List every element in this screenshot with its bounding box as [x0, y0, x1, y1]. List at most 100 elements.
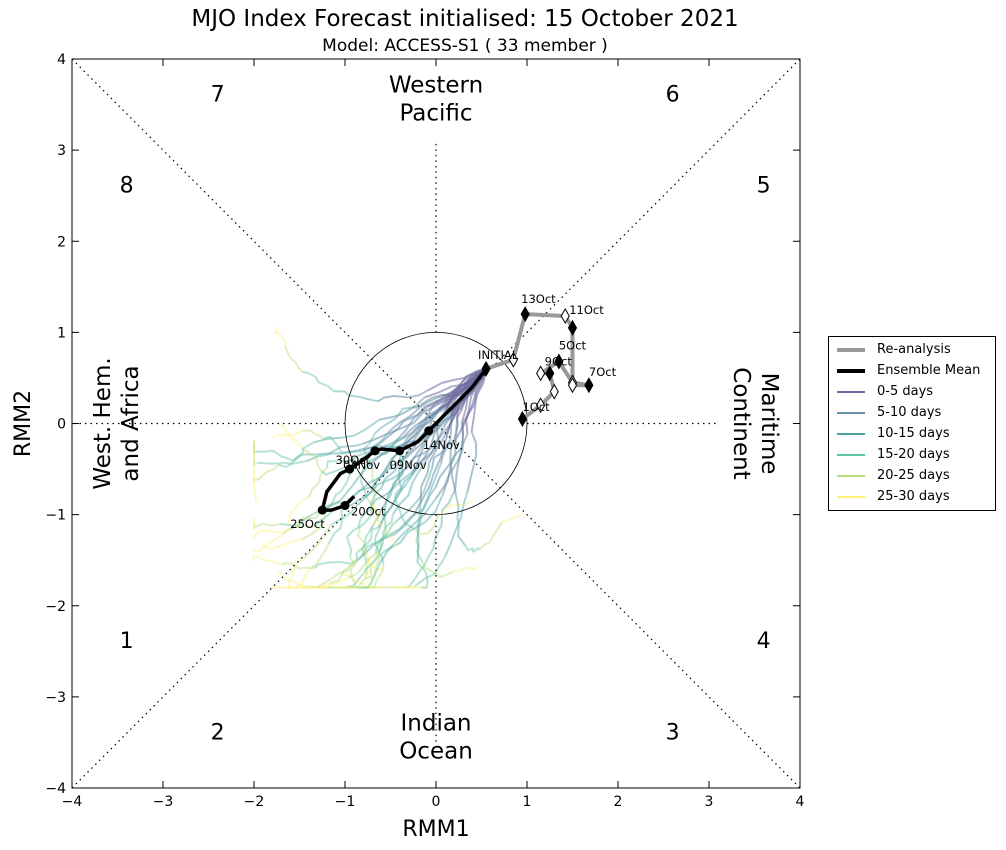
ensemble-member-line — [253, 522, 281, 529]
ensemble-member-line — [358, 514, 415, 561]
ensemble-member-line — [379, 396, 426, 421]
ensemble-member-line — [323, 436, 343, 454]
ensemble-member-line — [440, 417, 460, 464]
reanalysis-marker — [545, 365, 555, 382]
ensemble-member-line — [341, 445, 397, 454]
region-label-line: Pacific — [399, 101, 472, 127]
ensemble-member-line — [272, 429, 303, 439]
x-tick-label: 0 — [432, 794, 441, 810]
ensemble-member-line — [310, 582, 331, 589]
ensemble-member-line — [304, 577, 349, 589]
ensemble-member-line — [470, 368, 488, 433]
legend-item: 25-30 days — [837, 488, 993, 506]
legend-item: Re-analysis — [837, 341, 993, 359]
ensemble-member-line — [412, 442, 447, 516]
ensemble-member-line — [391, 461, 426, 516]
ensemble-mean-dot — [395, 446, 405, 456]
phase-number-label: 2 — [211, 720, 225, 745]
ensemble-member-line — [354, 459, 393, 509]
legend-label: 20-25 days — [877, 468, 950, 483]
legend-item: Ensemble Mean — [837, 362, 993, 380]
legend-label: Re-analysis — [877, 342, 951, 357]
ensemble-member-line — [424, 367, 487, 399]
ensemble-member-line — [350, 563, 381, 589]
y-tick-label: −4 — [45, 781, 66, 797]
ensemble-member-line — [306, 585, 345, 589]
ensemble-member-line — [364, 564, 369, 579]
ensemble-member-line — [330, 507, 356, 527]
ensemble-member-line — [416, 502, 422, 563]
ensemble-member-line — [253, 444, 294, 462]
region-label-line: West. Hem. — [90, 357, 116, 489]
ensemble-member-line — [397, 405, 444, 454]
ensemble-member-line — [478, 521, 504, 551]
legend-label: Ensemble Mean — [877, 363, 981, 378]
ensemble-member-line — [349, 556, 359, 589]
ensemble-member-line — [383, 457, 406, 512]
legend-item: 5-10 days — [837, 404, 993, 422]
ensemble-member-line — [360, 466, 369, 499]
phase-number-label: 8 — [120, 174, 134, 199]
ensemble-member-line — [326, 459, 353, 468]
ensemble-member-line — [394, 450, 405, 495]
ensemble-member-line — [502, 511, 525, 524]
reanalysis-marker — [517, 410, 528, 427]
diagonal-line — [71, 58, 801, 789]
ensemble-member-line — [302, 370, 335, 393]
ensemble-member-line — [366, 497, 382, 522]
ensemble-member-line — [308, 466, 328, 498]
reanalysis-date-label: 9Oct — [545, 354, 573, 368]
reanalysis-marker — [567, 377, 578, 394]
ensemble-member-line — [302, 509, 327, 540]
ensemble-member-line — [253, 458, 258, 468]
ensemble-member-line — [449, 436, 458, 495]
ensemble-member-line — [371, 495, 378, 528]
ensemble-member-line — [374, 511, 387, 552]
ensemble-mean-date-label: 30Oct — [336, 453, 371, 467]
ensemble-member-line — [358, 534, 389, 560]
legend-label: 10-15 days — [877, 426, 950, 441]
reanalysis-marker — [536, 365, 546, 382]
ensemble-member-line — [253, 456, 258, 504]
ensemble-member-line — [390, 414, 453, 467]
ensemble-member-line — [347, 578, 373, 589]
ensemble-member-line — [378, 518, 399, 552]
ensemble-member-line — [292, 448, 360, 462]
ensemble-member-line — [413, 514, 440, 536]
ensemble-member-line — [465, 546, 481, 553]
legend-label: 15-20 days — [877, 447, 950, 462]
ensemble-member-line — [419, 432, 448, 503]
ensemble-member-line — [309, 542, 330, 570]
ensemble-member-line — [368, 405, 429, 467]
ensemble-member-line — [401, 408, 441, 440]
ensemble-member-line — [313, 418, 381, 444]
ensemble-member-line — [414, 554, 447, 587]
ensemble-member-line — [438, 499, 473, 517]
ensemble-member-line — [280, 511, 317, 529]
ensemble-member-line — [375, 453, 409, 494]
reanalysis-marker — [584, 377, 594, 394]
ensemble-mean-date-label: 09Nov — [390, 458, 427, 472]
reanalysis-marker — [508, 351, 518, 368]
ensemble-member-line — [279, 422, 303, 449]
reanalysis-marker — [520, 306, 530, 323]
chart-title: MJO Index Forecast initialised: 15 Octob… — [191, 6, 739, 32]
reanalysis-date-label: INITIAL — [478, 348, 519, 362]
ensemble-member-line — [278, 441, 315, 468]
ensemble-member-line — [356, 527, 369, 554]
region-label-line: Western — [389, 73, 483, 99]
ensemble-member-line — [302, 524, 332, 560]
ensemble-member-line — [466, 431, 478, 493]
ensemble-member-line — [340, 573, 375, 589]
ensemble-member-line — [349, 466, 409, 507]
ensemble-mean-dot — [317, 505, 327, 515]
region-label-line: and Africa — [118, 365, 144, 481]
x-tick-label: 1 — [523, 794, 532, 810]
ensemble-member-line — [281, 562, 316, 570]
ensemble-member-line — [306, 442, 364, 463]
ensemble-mean-dot — [345, 464, 355, 474]
ensemble-member-line — [287, 496, 310, 525]
y-tick-label: −1 — [45, 508, 66, 524]
